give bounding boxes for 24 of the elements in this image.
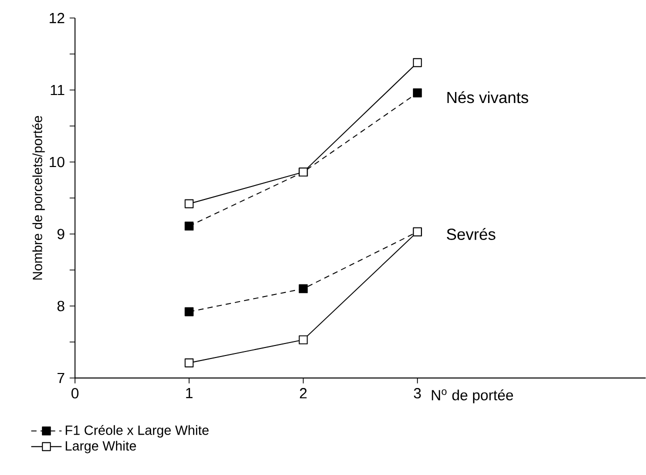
legend-label: F1 Créole x Large White — [66, 424, 209, 438]
point — [298, 335, 308, 344]
point — [184, 358, 194, 368]
annotation: Sevrés — [446, 228, 496, 240]
y-tick-label: 11 — [50, 84, 64, 96]
y-tick-label: 12 — [50, 12, 64, 24]
y-tick-label: 8 — [57, 300, 64, 312]
point — [184, 199, 194, 208]
y-tick-label: 9 — [57, 228, 64, 240]
point — [184, 222, 194, 231]
point — [298, 284, 308, 294]
point — [412, 88, 422, 98]
x-tick-label: 0 — [71, 388, 78, 398]
y-axis-title: Nombre de porcelets/portée — [32, 116, 45, 280]
annotation: Nés vivants — [447, 91, 528, 104]
x-tick-label: 3 — [414, 388, 421, 398]
x-tick-label: 1 — [186, 388, 192, 398]
point — [412, 58, 422, 68]
point — [184, 307, 194, 316]
x-tick-label: 2 — [300, 388, 307, 398]
y-tick-label: 10 — [50, 156, 64, 168]
legend-label: Large White — [66, 440, 136, 454]
x-axis-title: N$^{o}$ de portée — [432, 389, 514, 404]
y-tick-label: 7 — [58, 372, 64, 384]
